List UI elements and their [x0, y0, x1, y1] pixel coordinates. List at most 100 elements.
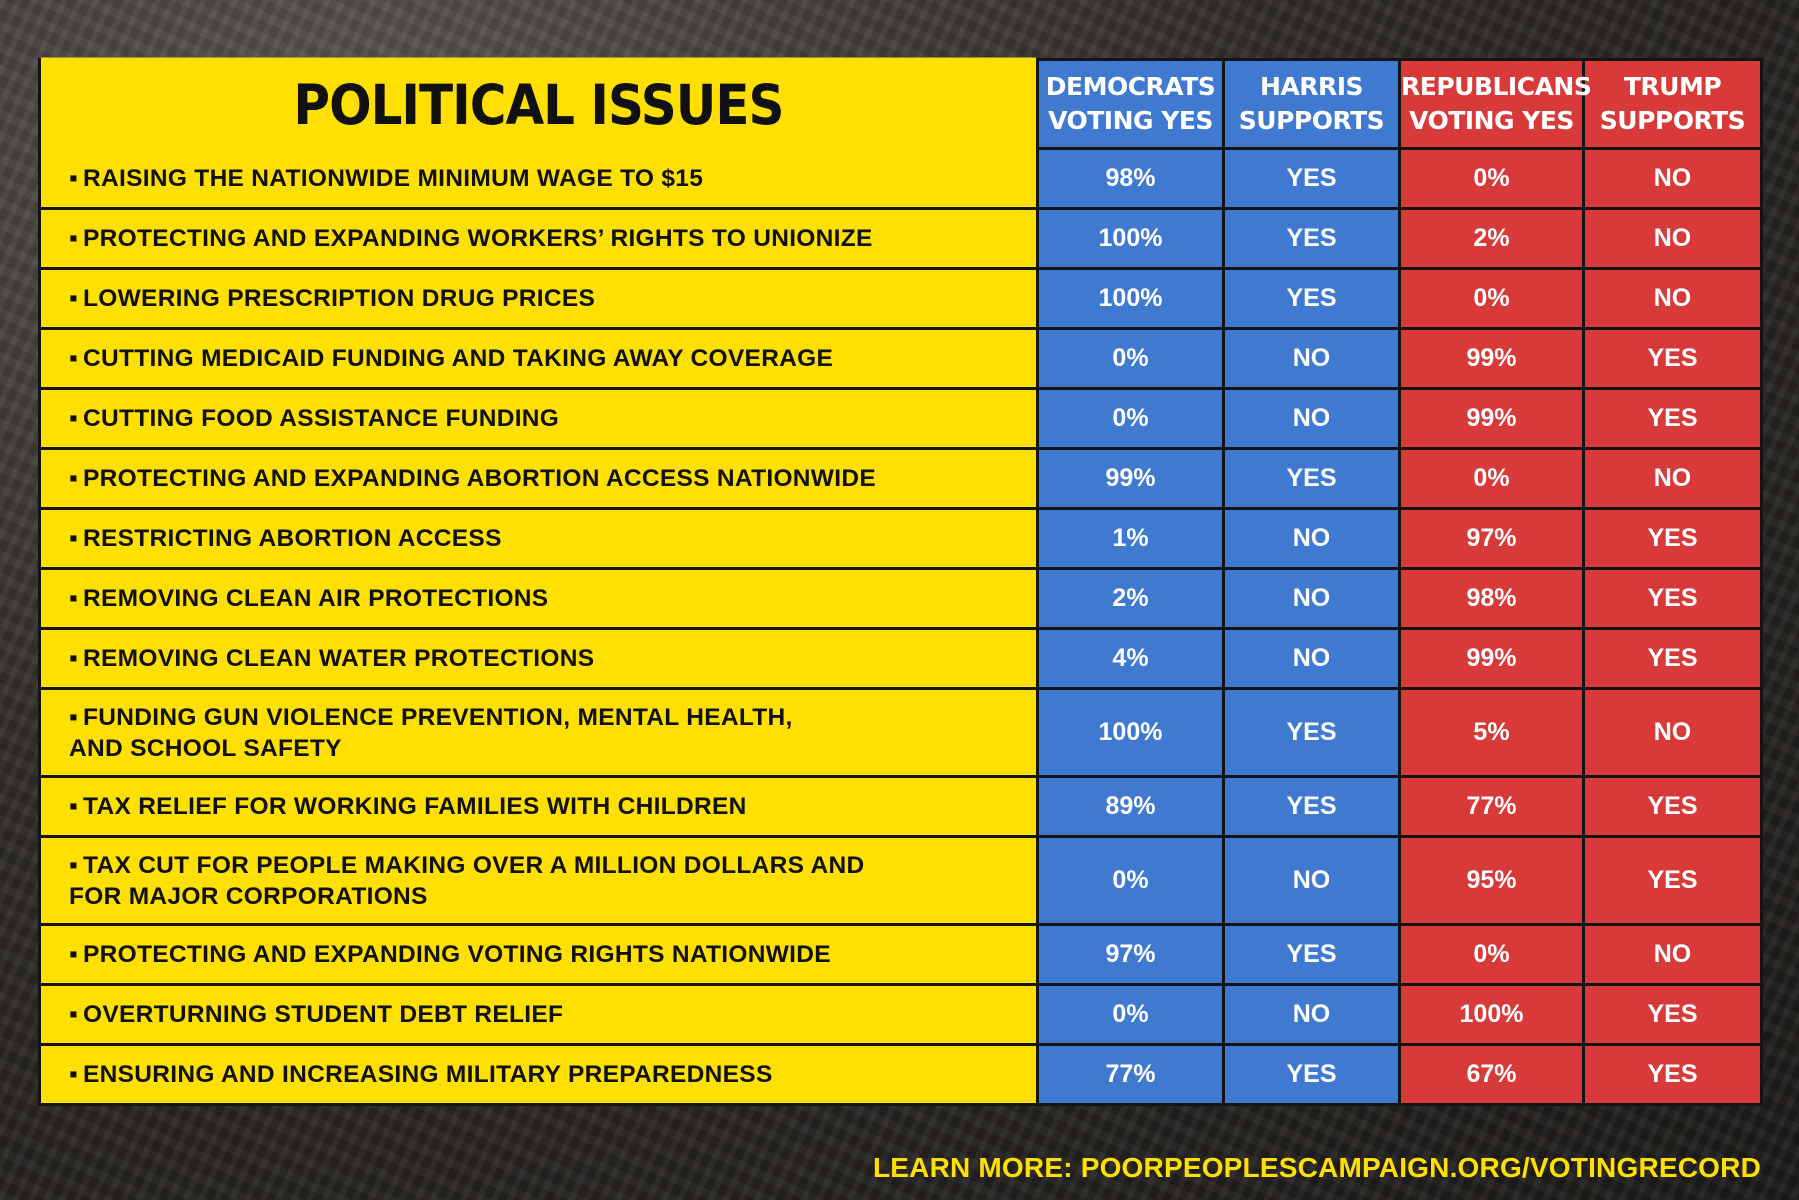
issue-label: TAX RELIEF FOR WORKING FAMILIES WITH CHI…	[83, 793, 747, 820]
democrats-percent-cell: 4%	[1036, 627, 1225, 690]
democrats-percent-cell: 0%	[1036, 327, 1225, 390]
trump-support-cell: YES	[1582, 1043, 1763, 1106]
democrats-percent-cell: 97%	[1036, 923, 1225, 986]
republicans-percent-cell: 2%	[1398, 207, 1585, 270]
democrats-percent-cell: 77%	[1036, 1043, 1225, 1106]
issue-cell: ▪ CUTTING FOOD ASSISTANCE FUNDING	[38, 387, 1039, 450]
issue-label: ENSURING AND INCREASING MILITARY PREPARE…	[83, 1061, 773, 1088]
bullet-icon: ▪	[69, 345, 78, 372]
header-row: POLITICAL ISSUES DEMOCRATS VOTING YES HA…	[38, 53, 1763, 155]
table-row: ▪ FUNDING GUN VIOLENCE PREVENTION, MENTAL…	[38, 687, 1763, 778]
trump-support-cell: NO	[1582, 687, 1763, 778]
column-header-line: SUPPORTS	[1599, 106, 1746, 135]
democrats-percent-cell: 2%	[1036, 567, 1225, 630]
republicans-percent-cell: 99%	[1398, 627, 1585, 690]
harris-support-cell: NO	[1222, 835, 1401, 926]
republicans-percent-cell: 99%	[1398, 327, 1585, 390]
issue-cell: ▪ LOWERING PRESCRIPTION DRUG PRICES	[38, 267, 1039, 330]
democrats-percent-cell: 100%	[1036, 687, 1225, 778]
democrats-percent-cell: 1%	[1036, 507, 1225, 570]
democrats-percent-cell: 0%	[1036, 835, 1225, 926]
bullet-icon: ▪	[69, 645, 78, 672]
column-header-line: DEMOCRATS	[1045, 72, 1216, 101]
republicans-percent-cell: 67%	[1398, 1043, 1585, 1106]
trump-support-cell: YES	[1582, 387, 1763, 450]
bullet-icon: ▪	[69, 703, 78, 731]
issue-label: RESTRICTING ABORTION ACCESS	[83, 525, 502, 552]
trump-support-cell: YES	[1582, 983, 1763, 1046]
harris-support-cell: NO	[1222, 983, 1401, 1046]
trump-support-cell: NO	[1582, 207, 1763, 270]
bullet-icon: ▪	[69, 405, 78, 432]
harris-support-cell: NO	[1222, 327, 1401, 390]
table-row: ▪ LOWERING PRESCRIPTION DRUG PRICES 100% YE…	[38, 267, 1763, 330]
democrats-percent-cell: 99%	[1036, 447, 1225, 510]
table-row: ▪ OVERTURNING STUDENT DEBT RELIEF 0% NO 100%…	[38, 983, 1763, 1046]
republicans-percent-cell: 0%	[1398, 147, 1585, 210]
issue-cell: ▪ CUTTING MEDICAID FUNDING AND TAKING AWA…	[38, 327, 1039, 390]
harris-support-cell: YES	[1222, 207, 1401, 270]
harris-support-cell: NO	[1222, 627, 1401, 690]
table-row: ▪ PROTECTING AND EXPANDING VOTING RIGHTS …	[38, 923, 1763, 986]
democrats-percent-cell: 100%	[1036, 207, 1225, 270]
democrats-percent-cell: 100%	[1036, 267, 1225, 330]
voting-record-table: POLITICAL ISSUES DEMOCRATS VOTING YES HA…	[38, 53, 1763, 1106]
bullet-icon: ▪	[69, 1061, 78, 1088]
trump-support-cell: YES	[1582, 567, 1763, 630]
column-header-line: VOTING YES	[1409, 106, 1574, 135]
democrats-percent-cell: 0%	[1036, 983, 1225, 1046]
harris-support-cell: NO	[1222, 507, 1401, 570]
issue-label: FUNDING GUN VIOLENCE PREVENTION, MENTAL …	[69, 703, 793, 762]
issue-cell: ▪ FUNDING GUN VIOLENCE PREVENTION, MENTAL…	[38, 687, 1039, 778]
issue-cell: ▪ OVERTURNING STUDENT DEBT RELIEF	[38, 983, 1039, 1046]
table-row: ▪ REMOVING CLEAN AIR PROTECTIONS 2% NO 98% YE…	[38, 567, 1763, 630]
column-header-harris: HARRIS SUPPORTS	[1222, 58, 1401, 150]
issue-label: CUTTING MEDICAID FUNDING AND TAKING AWAY…	[83, 345, 834, 372]
table-row: ▪ RAISING THE NATIONWIDE MINIMUM WAGE TO …	[38, 147, 1763, 210]
republicans-percent-cell: 77%	[1398, 775, 1585, 838]
column-header-line: REPUBLICANS	[1401, 72, 1592, 101]
column-header-line: TRUMP	[1623, 72, 1722, 101]
bullet-icon: ▪	[69, 165, 78, 192]
issue-cell: ▪ PROTECTING AND EXPANDING ABORTION ACCES…	[38, 447, 1039, 510]
issue-label: PROTECTING AND EXPANDING ABORTION ACCESS…	[83, 465, 876, 492]
table-row: ▪ CUTTING FOOD ASSISTANCE FUNDING 0% NO 99% Y…	[38, 387, 1763, 450]
column-header-line: SUPPORTS	[1238, 106, 1385, 135]
table-row: ▪ RESTRICTING ABORTION ACCESS 1% NO 97% YES	[38, 507, 1763, 570]
issue-label: PROTECTING AND EXPANDING VOTING RIGHTS N…	[83, 941, 831, 968]
issue-label: PROTECTING AND EXPANDING WORKERS’ RIGHTS…	[83, 225, 873, 252]
harris-support-cell: NO	[1222, 567, 1401, 630]
trump-support-cell: YES	[1582, 627, 1763, 690]
harris-support-cell: YES	[1222, 687, 1401, 778]
learn-more-link[interactable]: LEARN MORE: POORPEOPLESCAMPAIGN.ORG/VOTI…	[872, 1152, 1761, 1183]
harris-support-cell: YES	[1222, 775, 1401, 838]
table-row: ▪ CUTTING MEDICAID FUNDING AND TAKING AWA…	[38, 327, 1763, 390]
trump-support-cell: YES	[1582, 775, 1763, 838]
trump-support-cell: YES	[1582, 507, 1763, 570]
bullet-icon: ▪	[69, 585, 78, 612]
harris-support-cell: NO	[1222, 387, 1401, 450]
trump-support-cell: YES	[1582, 835, 1763, 926]
table-row: ▪ PROTECTING AND EXPANDING WORKERS’ RIGHT…	[38, 207, 1763, 270]
republicans-percent-cell: 99%	[1398, 387, 1585, 450]
issue-cell: ▪ REMOVING CLEAN WATER PROTECTIONS	[38, 627, 1039, 690]
issue-label: RAISING THE NATIONWIDE MINIMUM WAGE TO $…	[83, 165, 704, 192]
issue-cell: ▪ REMOVING CLEAN AIR PROTECTIONS	[38, 567, 1039, 630]
republicans-percent-cell: 100%	[1398, 983, 1585, 1046]
republicans-percent-cell: 97%	[1398, 507, 1585, 570]
table-row: ▪ PROTECTING AND EXPANDING ABORTION ACCES…	[38, 447, 1763, 510]
republicans-percent-cell: 0%	[1398, 267, 1585, 330]
issue-cell: ▪ RESTRICTING ABORTION ACCESS	[38, 507, 1039, 570]
column-header-line: VOTING YES	[1048, 106, 1213, 135]
issue-cell: ▪ PROTECTING AND EXPANDING VOTING RIGHTS …	[38, 923, 1039, 986]
column-header-republicans: REPUBLICANS VOTING YES	[1398, 58, 1592, 150]
column-header-trump: TRUMP SUPPORTS	[1582, 58, 1763, 150]
trump-support-cell: NO	[1582, 147, 1763, 210]
trump-support-cell: NO	[1582, 923, 1763, 986]
issue-cell: ▪ PROTECTING AND EXPANDING WORKERS’ RIGHT…	[38, 207, 1039, 270]
column-header-democrats: DEMOCRATS VOTING YES	[1036, 58, 1225, 150]
table-row: ▪ TAX RELIEF FOR WORKING FAMILIES WITH CH…	[38, 775, 1763, 838]
column-header-line: HARRIS	[1259, 72, 1364, 101]
bullet-icon: ▪	[69, 525, 78, 552]
issue-cell: ▪ RAISING THE NATIONWIDE MINIMUM WAGE TO …	[38, 147, 1039, 210]
